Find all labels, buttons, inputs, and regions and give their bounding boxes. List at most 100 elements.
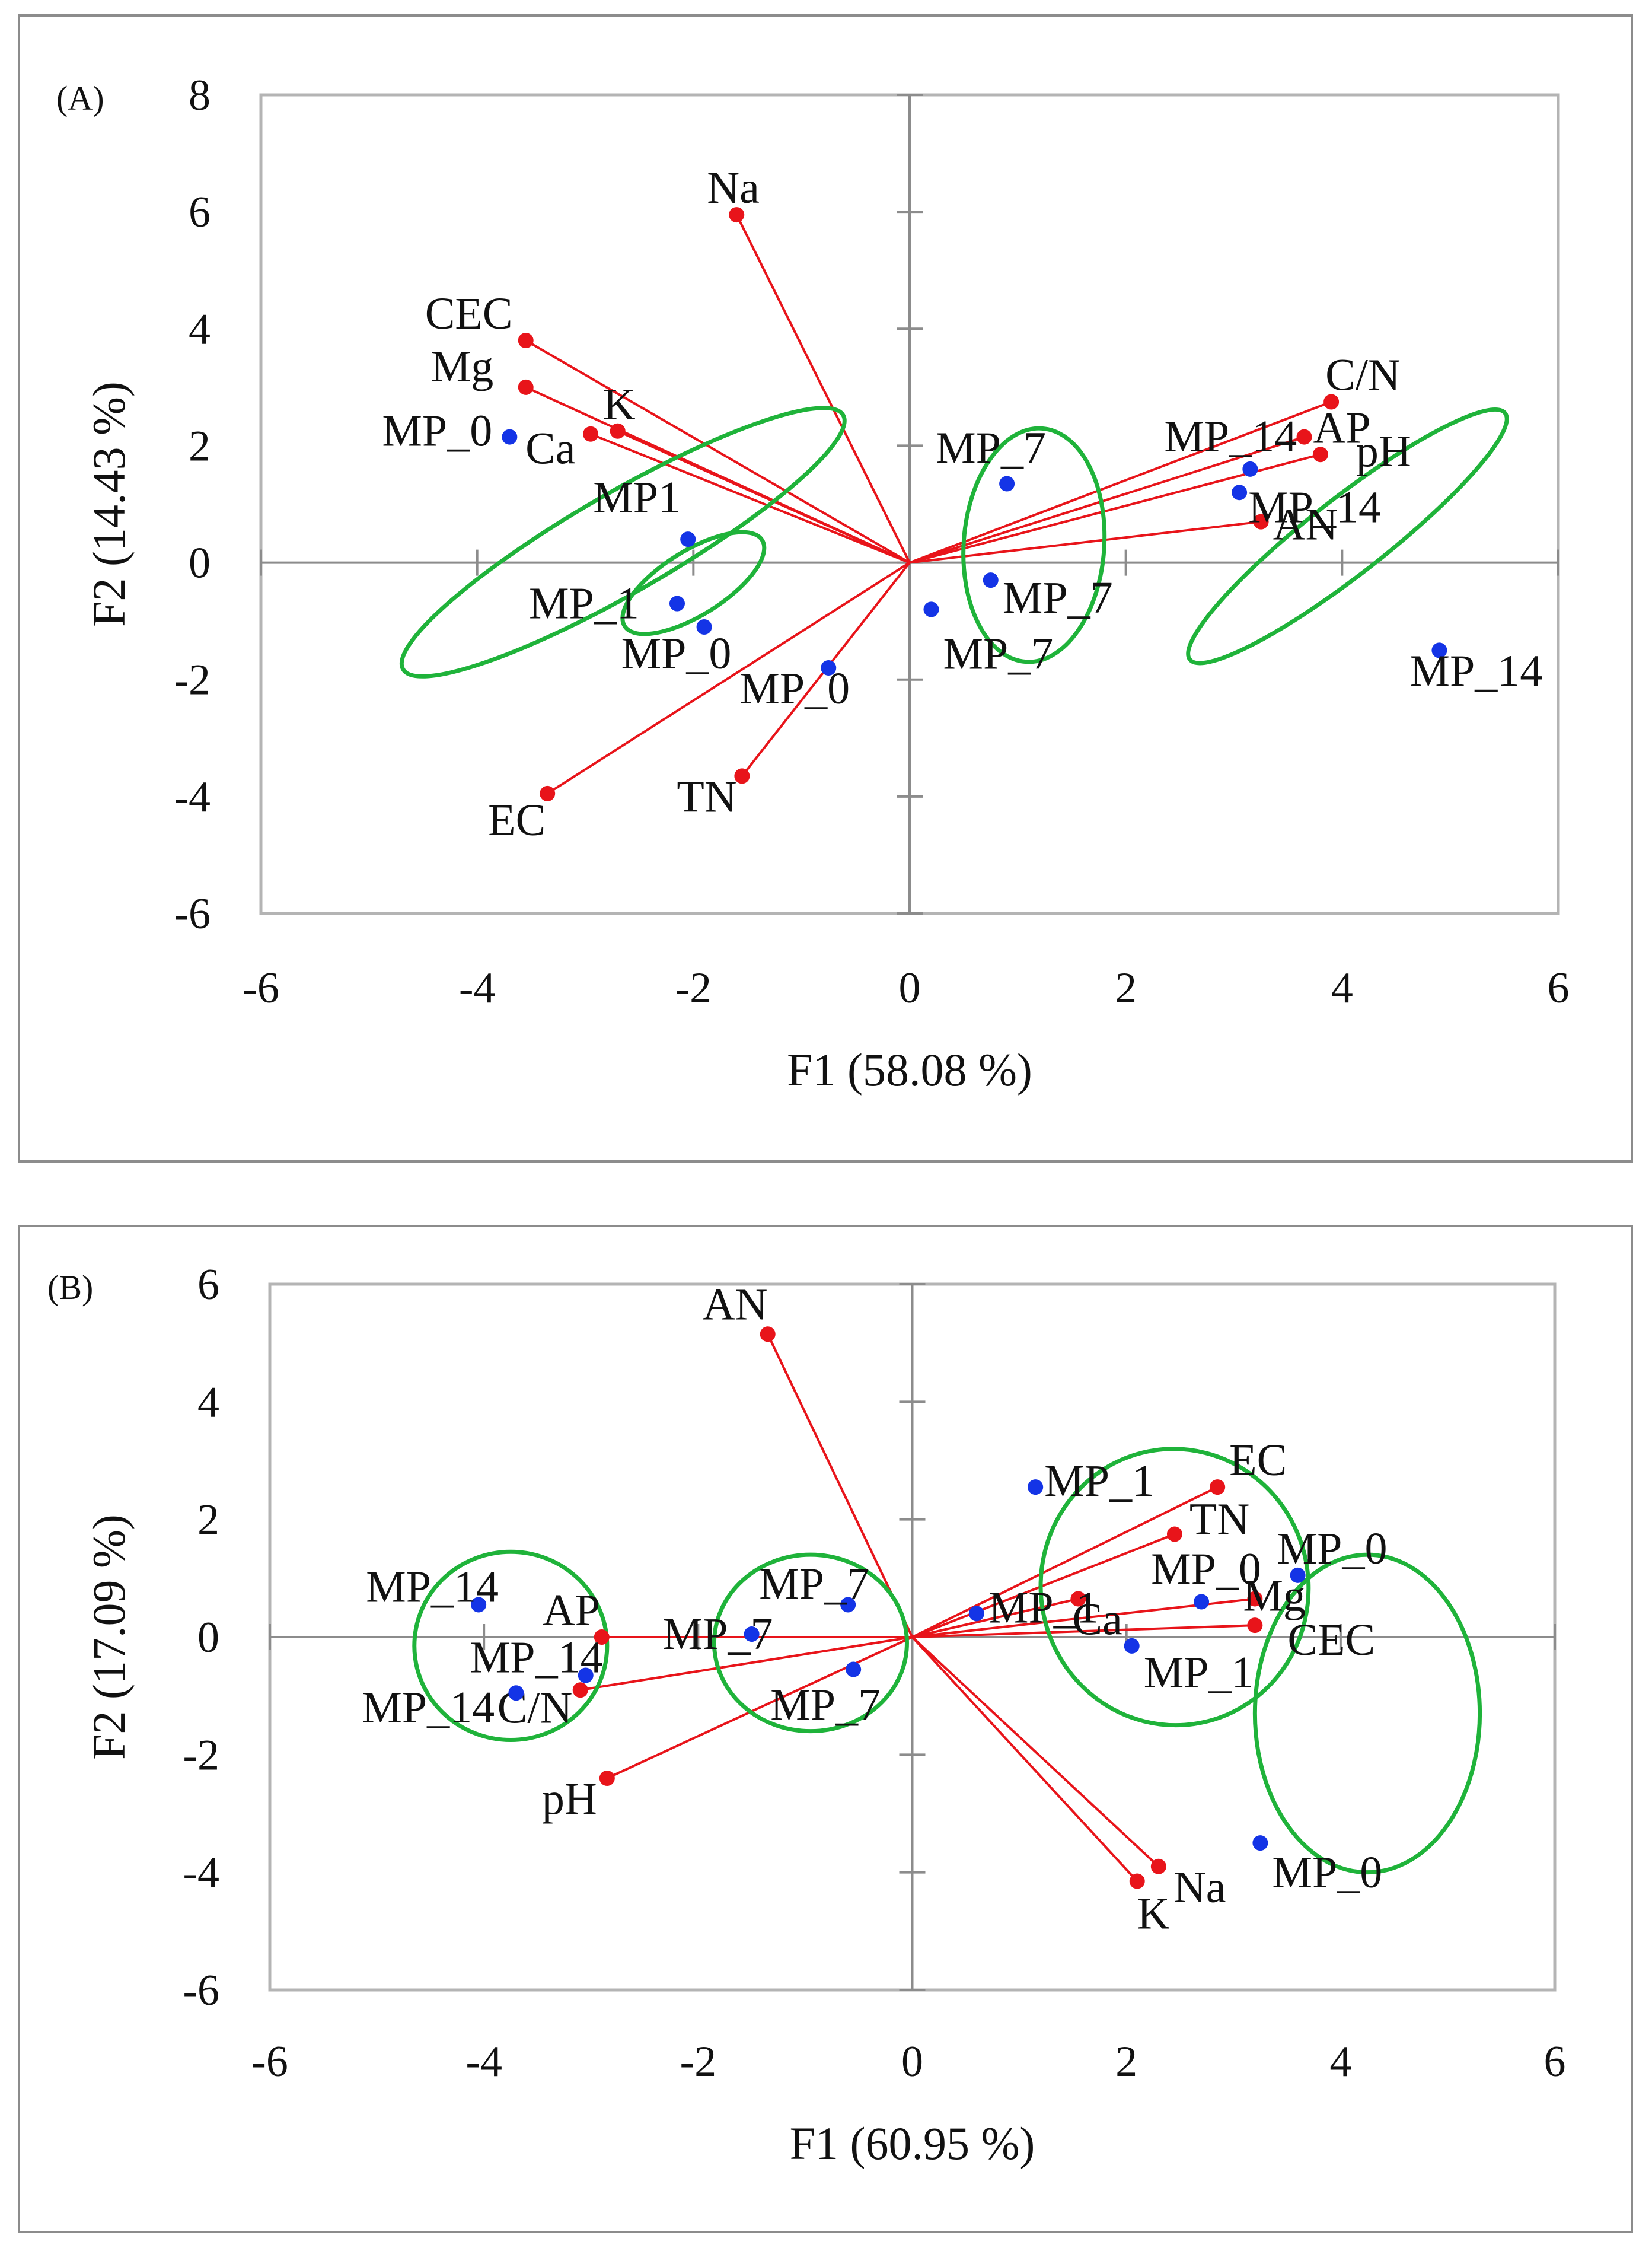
panel-a-variable-label: Na xyxy=(707,163,760,213)
panel-b-loading-vector xyxy=(911,1486,1219,1638)
panel-a-observation-point xyxy=(1242,461,1258,477)
panel-b-observation-point xyxy=(1028,1479,1044,1495)
panel-b-observation-point xyxy=(968,1606,984,1622)
panel-a-observation-label: MP_14 xyxy=(1409,646,1542,696)
panel-a-frame xyxy=(18,14,1633,1163)
panel-b-panel-label: (B) xyxy=(47,1268,93,1307)
panel-a-observation-point xyxy=(669,596,685,612)
panel-b-x-tick-label: -4 xyxy=(465,2037,502,2086)
panel-a-panel-label: (A) xyxy=(56,79,104,117)
panel-a-y-tick-label: -6 xyxy=(174,890,211,938)
panel-a-x-tick-label: 6 xyxy=(1548,964,1570,1012)
panel-b-observation-label: MP_14 xyxy=(366,1562,499,1612)
panel-b-x-tick-label: 6 xyxy=(1544,2037,1566,2086)
panel-b-variable-point xyxy=(1070,1591,1086,1607)
panel-b-observation-label: MP_7 xyxy=(663,1609,773,1659)
panel-a-loading-vector xyxy=(590,432,910,564)
panel-b-observation-label: MP_0 xyxy=(1277,1524,1388,1574)
panel-b-group-ellipse xyxy=(1038,1447,1311,1728)
panel-b-observation-point xyxy=(1290,1567,1306,1583)
panel-b-y-tick-label: -6 xyxy=(183,1966,219,2015)
panel-b-y-tick-label: -4 xyxy=(183,1849,219,1897)
panel-a-variable-point xyxy=(729,207,745,223)
panel-a-loading-vector xyxy=(735,214,911,563)
panel-a-variable-label: C/N xyxy=(1325,351,1401,400)
panel-b-observation-label: MP_14 xyxy=(470,1632,603,1682)
panel-b-loading-vector xyxy=(911,1636,1160,1868)
panel-b-variable-label: K xyxy=(1137,1889,1170,1939)
panel-b-y-tick-label: 4 xyxy=(197,1378,219,1427)
panel-a-group-ellipse xyxy=(620,530,767,636)
panel-b-y-axis-title: F2 (17.09 %) xyxy=(83,1514,135,1760)
panel-b-loading-vector xyxy=(580,1636,913,1692)
panel-b-variable-point xyxy=(1166,1526,1182,1542)
panel-b-loading-vector xyxy=(912,1597,1079,1638)
panel-a-loading-vector xyxy=(909,400,1332,564)
panel-b-group-ellipse xyxy=(712,1552,909,1734)
panel-a-variable-point xyxy=(1323,394,1340,410)
panel-b-loading-vector xyxy=(912,1624,1255,1638)
panel-a-y-tick-label: -2 xyxy=(174,656,211,705)
panel-b-observation-point xyxy=(1252,1835,1268,1851)
panel-b-observation-point xyxy=(508,1685,524,1701)
panel-b-y-tick-label: 2 xyxy=(197,1496,219,1545)
panel-b-observation-label: MP_7 xyxy=(770,1680,881,1730)
panel-a-variable-point xyxy=(583,426,599,442)
panel-a-variable-label: pH xyxy=(1356,426,1411,476)
panel-a-y-tick-label: 0 xyxy=(189,539,211,588)
panel-a-x-tick-label: 0 xyxy=(899,964,921,1012)
panel-b-observation-label: MP_1 xyxy=(988,1582,1099,1632)
panel-b-variable-label: AN xyxy=(703,1279,768,1329)
panel-b-observation-point xyxy=(846,1661,862,1677)
panel-a-variable-point xyxy=(518,379,534,395)
panel-a-observation-point xyxy=(983,572,999,588)
panel-b-observation-label: MP_1 xyxy=(1044,1456,1155,1506)
panel-a-observation-point xyxy=(680,531,696,547)
panel-a-observation-label: MP_7 xyxy=(1003,573,1113,623)
panel-b-observation-point xyxy=(840,1597,856,1613)
panel-a-y-tick-label: 6 xyxy=(189,188,211,237)
panel-b-variable-point xyxy=(1150,1858,1166,1874)
panel-b-variable-label: AP xyxy=(543,1585,600,1635)
panel-a-variable-point xyxy=(518,333,534,348)
panel-b-variable-label: Na xyxy=(1173,1862,1226,1912)
panel-b-observation-label: MP_1 xyxy=(1144,1648,1254,1698)
panel-b-observation-label: MP_0 xyxy=(1272,1848,1382,1897)
panel-a-y-axis-title: F2 (14.43 %) xyxy=(83,381,135,627)
panel-b-observation-point xyxy=(1194,1594,1210,1610)
panel-a-variable-point xyxy=(1253,514,1269,530)
panel-a-loading-vector xyxy=(525,339,911,564)
panel-a-y-tick-label: 2 xyxy=(189,422,211,470)
panel-b-observation-point xyxy=(578,1667,594,1683)
panel-b-loading-vector xyxy=(911,1533,1175,1638)
panel-a-variable-label: K xyxy=(603,380,636,429)
panel-a-observation-point xyxy=(1232,485,1248,501)
panel-a-variable-label: TN xyxy=(677,772,736,821)
panel-a-observation-label: MP_7 xyxy=(936,424,1046,473)
panel-a-observation-point xyxy=(821,660,837,676)
panel-a-variable-point xyxy=(1312,447,1328,463)
panel-a-group-ellipse xyxy=(1186,407,1509,666)
panel-a-x-tick-label: -2 xyxy=(675,964,712,1012)
panel-b-variable-point xyxy=(1129,1873,1145,1889)
panel-b-x-tick-label: 2 xyxy=(1115,2037,1137,2086)
panel-a-observation-label: MP_14 xyxy=(1164,412,1297,461)
panel-b-variable-point xyxy=(1210,1479,1226,1495)
panel-b-loading-vector xyxy=(911,1636,1138,1882)
panel-b-y-tick-label: 6 xyxy=(197,1260,219,1309)
panel-b-group-ellipse xyxy=(1252,1552,1482,1875)
panel-b-variable-label: TN xyxy=(1189,1494,1249,1544)
panel-a-x-tick-label: -4 xyxy=(459,964,496,1012)
panel-a-group-ellipse xyxy=(961,426,1107,664)
panel-b-observation-point xyxy=(1124,1638,1140,1654)
panel-b-variable-point xyxy=(760,1326,776,1342)
panel-a-observation-label: MP_0 xyxy=(739,664,850,714)
panel-a-variable-label: Ca xyxy=(525,424,575,474)
panel-a-variable-label: EC xyxy=(488,795,546,845)
panel-a-loading-vector xyxy=(909,520,1261,564)
panel-a-y-tick-label: 8 xyxy=(189,71,211,120)
panel-a-observation-point xyxy=(999,476,1015,492)
panel-a-observation-label: MP_0 xyxy=(621,629,732,679)
panel-a-y-tick-label: 4 xyxy=(189,305,211,354)
